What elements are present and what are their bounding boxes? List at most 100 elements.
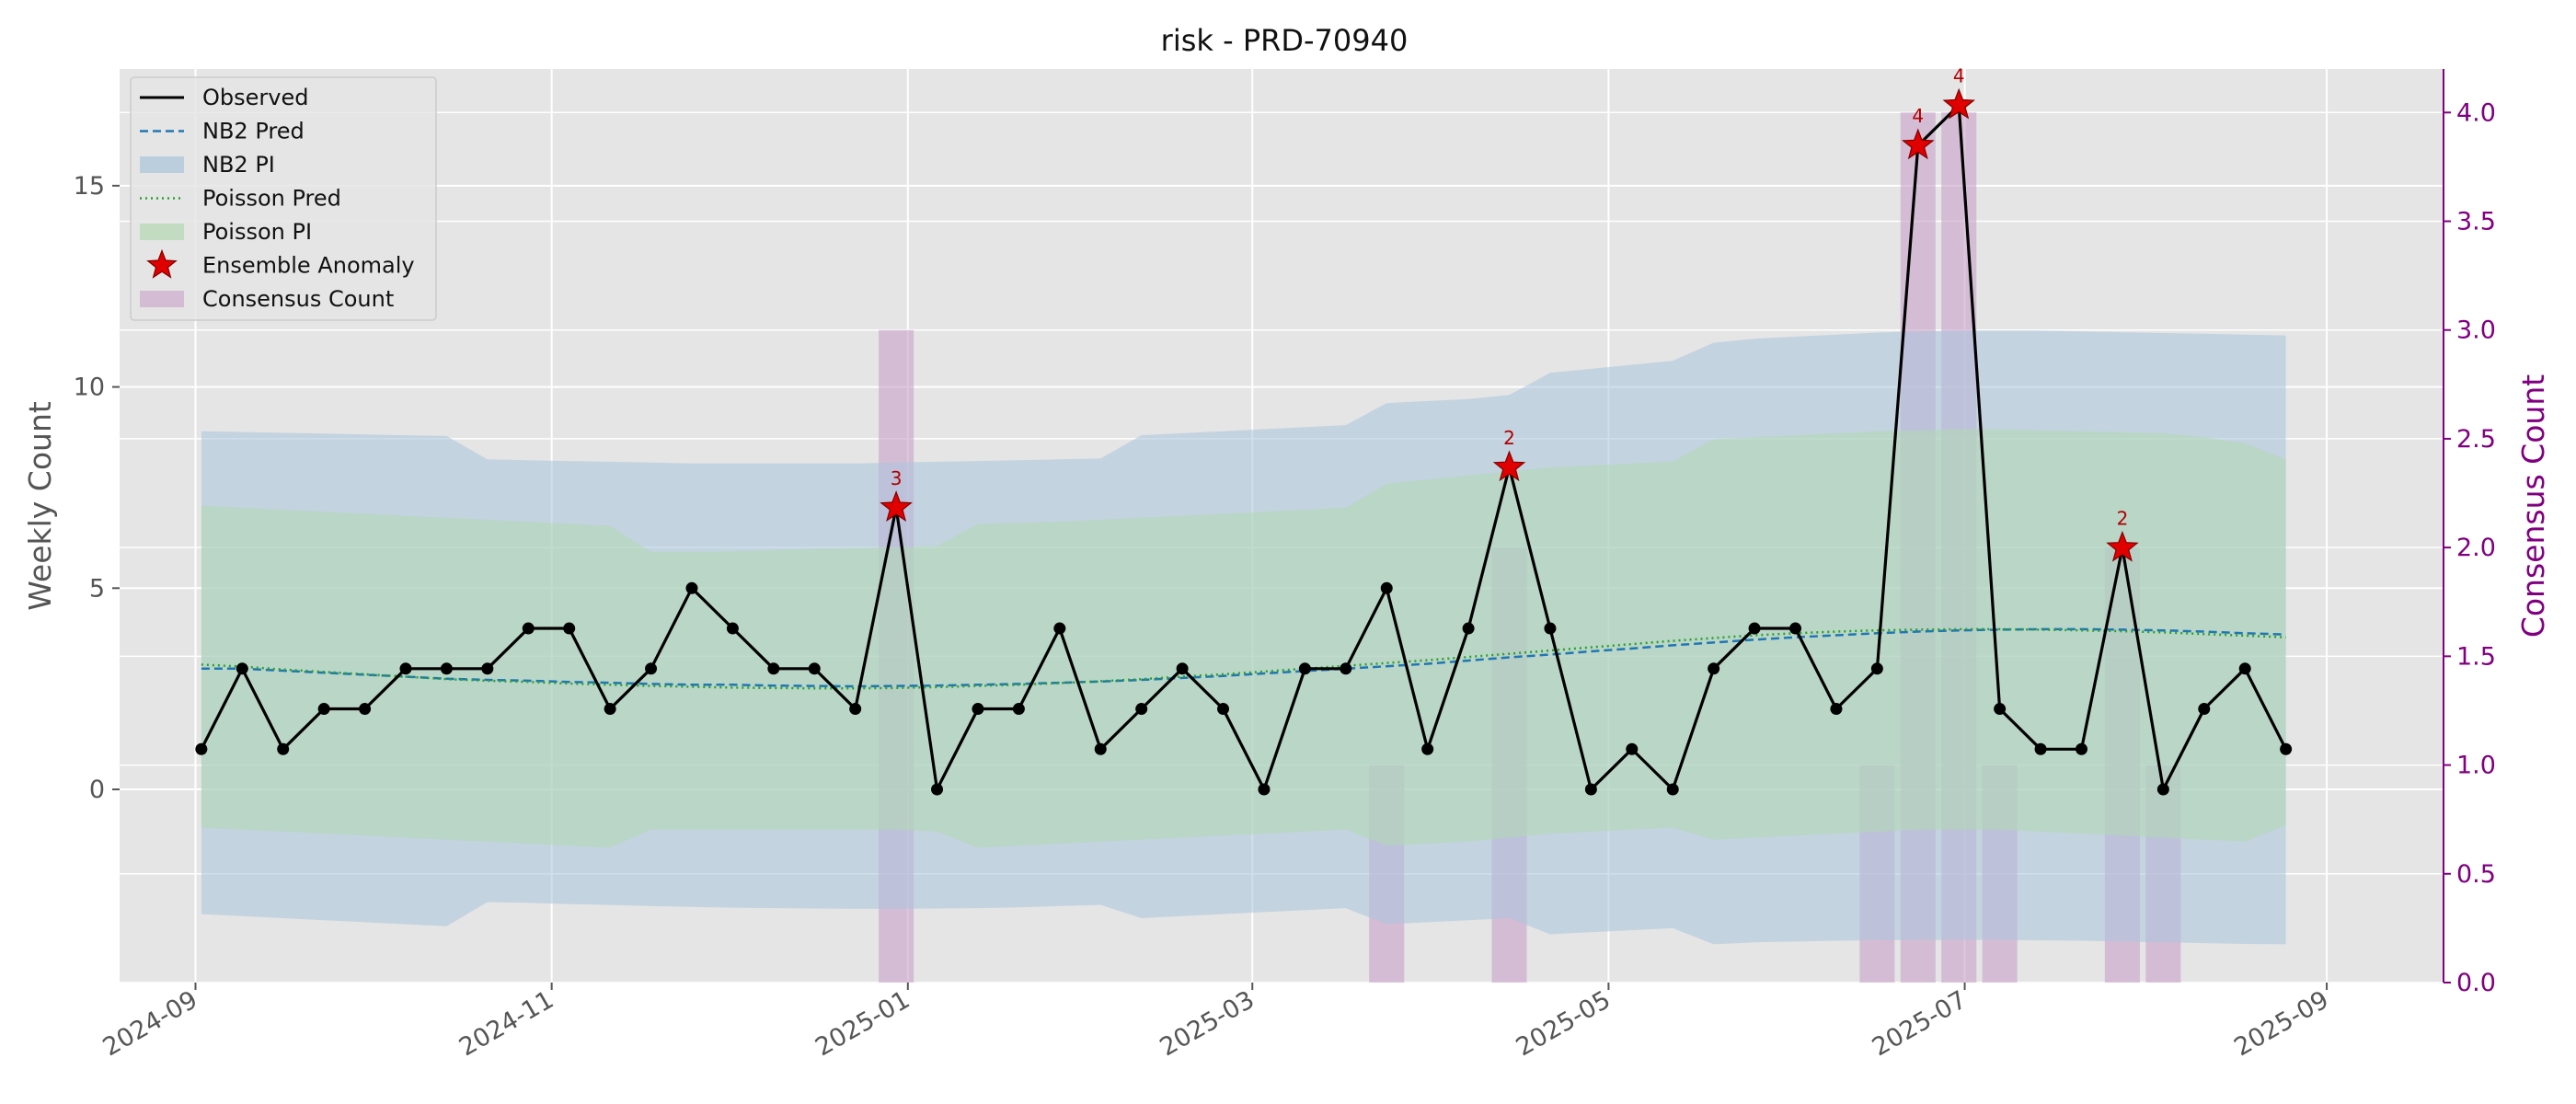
chart-title: risk - PRD-70940 — [1161, 23, 1409, 58]
y2-axis-label: Consensus Count — [2515, 374, 2551, 638]
observed-point — [1789, 622, 1802, 635]
anomaly-label: 4 — [1912, 105, 1924, 127]
observed-point — [1053, 622, 1066, 635]
legend-swatch-nb2-pi — [140, 156, 184, 173]
observed-point — [972, 703, 984, 716]
x-tick-label: 2025-03 — [1156, 985, 1259, 1062]
anomaly-markers: 3 2 4 4 2 — [880, 64, 2139, 562]
legend-box — [130, 76, 437, 321]
observed-point — [1584, 783, 1597, 796]
anomaly-star — [2106, 530, 2139, 562]
observed-point — [277, 742, 290, 755]
observed-point — [1298, 662, 1311, 675]
observed-point — [2156, 783, 2169, 796]
legend-label: Poisson Pred — [202, 186, 341, 212]
observed-point — [849, 703, 862, 716]
y2-tick-label: 2.0 — [2456, 534, 2496, 562]
anomaly-star — [1942, 87, 1976, 120]
y2-tick-label: 0.5 — [2456, 860, 2496, 889]
legend: Observed NB2 Pred NB2 PI Poisson Pred Poisso… — [130, 76, 437, 321]
observed-line — [200, 103, 2288, 791]
observed-point — [1748, 622, 1761, 635]
observed-point — [1340, 662, 1352, 675]
legend-label: Poisson PI — [202, 219, 312, 245]
legend-swatch-poisson-pi — [140, 224, 184, 240]
y-tick-label: 5 — [89, 574, 105, 603]
observed-point — [767, 662, 780, 675]
observed-point — [317, 703, 330, 716]
observed-point — [195, 742, 208, 755]
prediction-lines — [201, 627, 2286, 690]
prediction-intervals — [201, 330, 2286, 945]
observed-series — [195, 98, 2293, 796]
anomaly-label: 2 — [1503, 427, 1515, 449]
observed-point — [1012, 703, 1025, 716]
observed-point — [604, 703, 616, 716]
legend-swatch-anomaly — [146, 248, 178, 279]
y-tick-label: 0 — [89, 776, 105, 804]
legend-label: NB2 PI — [202, 152, 275, 178]
y-tick-label: 10 — [74, 374, 105, 402]
anomaly-star — [1492, 450, 1526, 482]
observed-point — [399, 662, 412, 675]
observed-point — [522, 622, 535, 635]
observed-point — [2280, 742, 2293, 755]
x-tick-label: 2024-09 — [98, 985, 202, 1062]
y-axis-label: Weekly Count — [22, 401, 58, 611]
poisson-pi-band — [201, 429, 2286, 848]
observed-point — [2034, 742, 2047, 755]
observed-point — [1666, 783, 1679, 796]
observed-point — [1094, 742, 1107, 755]
y-tick-label: 15 — [74, 172, 105, 201]
observed-point — [1544, 622, 1557, 635]
observed-point — [563, 622, 576, 635]
observed-point — [481, 662, 494, 675]
legend-label: Observed — [202, 85, 308, 110]
observed-point — [1380, 581, 1393, 594]
observed-point — [1258, 783, 1271, 796]
y2-tick-label: 1.5 — [2456, 642, 2496, 671]
x-tick-label: 2025-05 — [1512, 985, 1616, 1062]
observed-point — [1135, 703, 1148, 716]
legend-label: Consensus Count — [202, 286, 394, 312]
legend-label: Ensemble Anomaly — [202, 253, 415, 279]
observed-point — [685, 581, 698, 594]
y2-tick-label: 3.5 — [2456, 208, 2496, 236]
observed-point — [808, 662, 821, 675]
observed-point — [726, 622, 739, 635]
y2-tick-label: 0.0 — [2456, 969, 2496, 997]
observed-point — [440, 662, 453, 675]
anomaly-label: 2 — [2117, 508, 2129, 530]
observed-point — [2076, 742, 2088, 755]
x-tick-label: 2024-11 — [454, 985, 558, 1062]
observed-point — [1462, 622, 1475, 635]
x-tick-label: 2025-07 — [1868, 985, 1972, 1062]
observed-point — [2238, 662, 2251, 675]
observed-point — [1870, 662, 1883, 675]
observed-point — [1421, 742, 1434, 755]
anomaly-label: 3 — [891, 467, 903, 489]
y2-tick-label: 2.5 — [2456, 425, 2496, 454]
observed-point — [931, 783, 944, 796]
x-tick-label: 2025-01 — [811, 985, 914, 1062]
y2-tick-label: 4.0 — [2456, 98, 2496, 127]
observed-point — [1626, 742, 1639, 755]
y2-tick-label: 3.0 — [2456, 316, 2496, 345]
poisson-pred-line — [201, 627, 2286, 690]
anomaly-star — [1901, 128, 1935, 160]
nb2-pred-line — [201, 627, 2286, 688]
legend-swatch-consensus — [140, 291, 184, 307]
observed-point — [1176, 662, 1189, 675]
anomaly-star — [880, 490, 913, 522]
observed-point — [1217, 703, 1230, 716]
legend-label: NB2 Pred — [202, 119, 305, 144]
observed-point — [236, 662, 248, 675]
observed-point — [2198, 703, 2211, 716]
observed-point — [1830, 703, 1843, 716]
observed-point — [359, 703, 372, 716]
observed-point — [645, 662, 658, 675]
anomaly-label: 4 — [1953, 64, 1965, 86]
observed-point — [1994, 703, 2007, 716]
